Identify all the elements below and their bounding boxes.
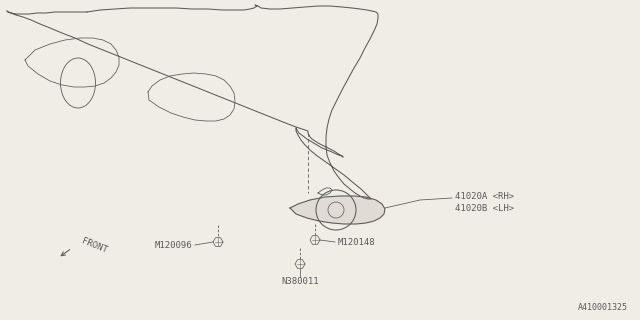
Text: A410001325: A410001325 [578, 303, 628, 312]
Text: N380011: N380011 [281, 277, 319, 286]
Polygon shape [290, 196, 385, 224]
Text: 41020B <LH>: 41020B <LH> [455, 204, 514, 212]
Text: M120096: M120096 [154, 241, 192, 250]
Text: 41020A <RH>: 41020A <RH> [455, 191, 514, 201]
Text: M120148: M120148 [338, 237, 376, 246]
Text: FRONT: FRONT [80, 237, 108, 255]
